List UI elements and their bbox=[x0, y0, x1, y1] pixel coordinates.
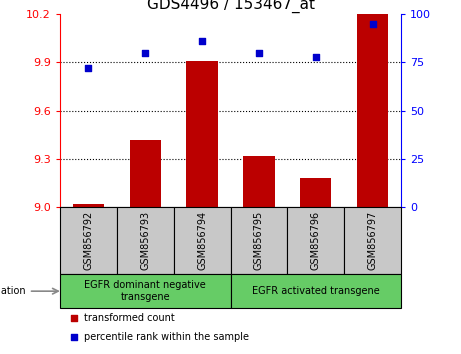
Bar bbox=[73, 204, 104, 207]
Bar bbox=[174, 207, 230, 274]
Text: GSM856797: GSM856797 bbox=[367, 211, 378, 270]
Text: GSM856793: GSM856793 bbox=[140, 211, 150, 270]
Point bbox=[70, 315, 77, 321]
Text: percentile rank within the sample: percentile rank within the sample bbox=[84, 332, 249, 342]
Bar bbox=[287, 207, 344, 274]
Point bbox=[312, 54, 319, 59]
Bar bbox=[230, 274, 401, 308]
Bar bbox=[300, 178, 331, 207]
Point bbox=[85, 65, 92, 71]
Bar bbox=[344, 207, 401, 274]
Title: GDS4496 / 153467_at: GDS4496 / 153467_at bbox=[147, 0, 314, 13]
Bar bbox=[357, 14, 388, 207]
Point bbox=[142, 50, 149, 56]
Bar bbox=[130, 139, 161, 207]
Point bbox=[198, 38, 206, 44]
Text: EGFR dominant negative
transgene: EGFR dominant negative transgene bbox=[84, 280, 206, 302]
Text: EGFR activated transgene: EGFR activated transgene bbox=[252, 286, 380, 296]
Text: GSM856795: GSM856795 bbox=[254, 211, 264, 270]
Bar bbox=[60, 207, 117, 274]
Point bbox=[369, 21, 376, 27]
Text: genotype/variation: genotype/variation bbox=[0, 286, 26, 296]
Bar bbox=[230, 207, 287, 274]
Bar bbox=[186, 61, 218, 207]
Text: GSM856794: GSM856794 bbox=[197, 211, 207, 270]
Point bbox=[70, 334, 77, 340]
Text: GSM856796: GSM856796 bbox=[311, 211, 321, 270]
Text: GSM856792: GSM856792 bbox=[83, 211, 94, 270]
Point bbox=[255, 50, 263, 56]
Bar bbox=[243, 156, 275, 207]
Bar bbox=[117, 207, 174, 274]
Bar bbox=[60, 274, 230, 308]
Text: transformed count: transformed count bbox=[84, 313, 175, 323]
